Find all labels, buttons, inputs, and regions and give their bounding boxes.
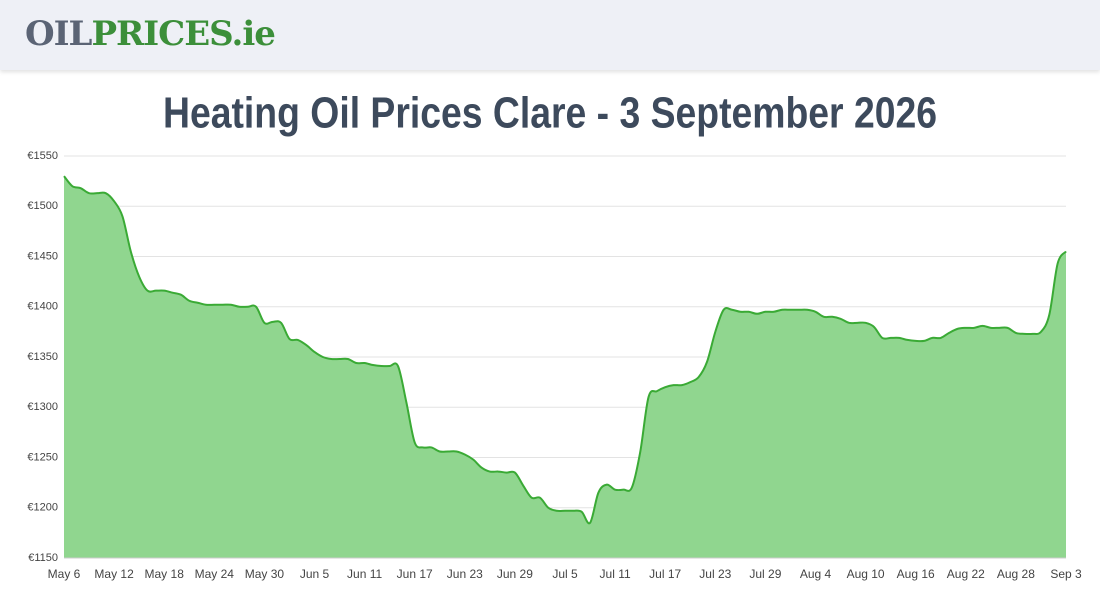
logo-part: OIL [25, 14, 92, 54]
x-tick-label: Jul 11 [600, 567, 631, 581]
x-tick-label: Jun 29 [497, 567, 533, 581]
chart-title: Heating Oil Prices Clare - 3 September 2… [163, 89, 937, 138]
y-tick-label: €1150 [28, 552, 58, 564]
logo-part: .ie [231, 14, 275, 54]
x-tick-label: Jun 11 [347, 567, 382, 581]
y-tick-label: €1200 [27, 502, 58, 514]
y-tick-label: €1300 [27, 401, 58, 413]
x-tick-label: Aug 16 [897, 567, 935, 581]
header: OILPRICES.ie [0, 0, 1100, 70]
x-tick-label: May 24 [195, 567, 235, 581]
y-tick-label: €1400 [27, 301, 58, 313]
area-fill [64, 176, 1066, 558]
x-tick-label: May 18 [145, 567, 185, 581]
x-tick-label: Jun 5 [300, 567, 330, 581]
x-tick-label: Jun 17 [397, 567, 433, 581]
y-tick-label: €1350 [27, 351, 58, 363]
x-tick-label: Jul 17 [649, 567, 681, 581]
x-tick-label: Jul 5 [552, 567, 578, 581]
x-tick-label: Aug 22 [947, 567, 985, 581]
line [63, 175, 1067, 525]
x-tick-label: Aug 28 [997, 567, 1035, 581]
x-tick-label: Aug 10 [847, 567, 885, 581]
x-tick-label: Jun 23 [447, 567, 483, 581]
y-tick-label: €1250 [27, 451, 58, 463]
x-tick-label: Sep 3 [1050, 567, 1082, 581]
logo[interactable]: OILPRICES.ie [25, 14, 276, 54]
x-tick-label: May 30 [245, 567, 285, 581]
x-tick-label: May 6 [48, 567, 81, 581]
y-tick-label: €1500 [27, 200, 58, 212]
x-tick-label: Aug 4 [800, 567, 832, 581]
y-tick-label: €1450 [27, 250, 58, 262]
x-tick-label: Jul 29 [749, 567, 781, 581]
y-tick-label: €1550 [27, 150, 58, 162]
x-tick-label: Jul 23 [699, 567, 731, 581]
logo-part: PRICES [91, 14, 232, 54]
x-tick-label: May 12 [94, 567, 134, 581]
